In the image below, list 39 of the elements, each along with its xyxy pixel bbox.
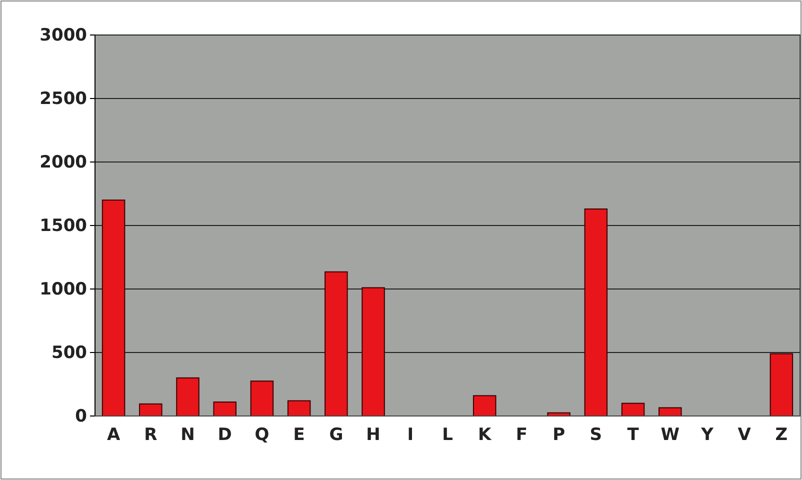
x-tick-label: Y (700, 425, 714, 446)
y-tick-label: 1500 (40, 216, 88, 236)
x-tick-label: R (144, 425, 158, 446)
x-tick-label: Z (775, 425, 788, 446)
bar (584, 208, 608, 416)
y-tick-label: 3000 (40, 25, 88, 46)
x-tick-label: H (366, 425, 380, 446)
y-tick-label: 1000 (40, 279, 88, 300)
bar (213, 402, 236, 416)
bar (176, 377, 200, 416)
bar (250, 380, 274, 416)
bar (621, 402, 645, 416)
bar (658, 407, 682, 416)
bar (324, 271, 348, 416)
x-tick-label: A (106, 425, 121, 446)
x-tick-label: Q (254, 425, 270, 446)
y-tick-label: 0 (75, 406, 88, 426)
x-tick-label: N (180, 425, 195, 446)
x-tick-label: L (442, 425, 454, 446)
x-tick-label: V (738, 425, 752, 446)
x-tick-label: D (218, 425, 232, 446)
x-tick-label: I (407, 425, 414, 446)
y-tick-label: 2500 (40, 88, 88, 109)
x-tick-label: W (660, 425, 680, 446)
y-tick-label: 500 (52, 342, 88, 363)
bar (287, 400, 311, 416)
x-tick-label: T (627, 425, 640, 446)
x-tick-label: E (293, 425, 305, 446)
bar (139, 403, 162, 416)
y-tick-label: 2000 (40, 152, 88, 172)
bar (102, 200, 126, 416)
x-tick-label: G (329, 425, 344, 446)
x-tick-label: K (478, 425, 492, 446)
bar (472, 395, 496, 416)
bar (770, 353, 794, 416)
x-tick-label: P (552, 425, 566, 446)
x-tick-label: F (516, 425, 528, 446)
bar (362, 287, 385, 416)
x-tick-label: S (590, 425, 602, 446)
